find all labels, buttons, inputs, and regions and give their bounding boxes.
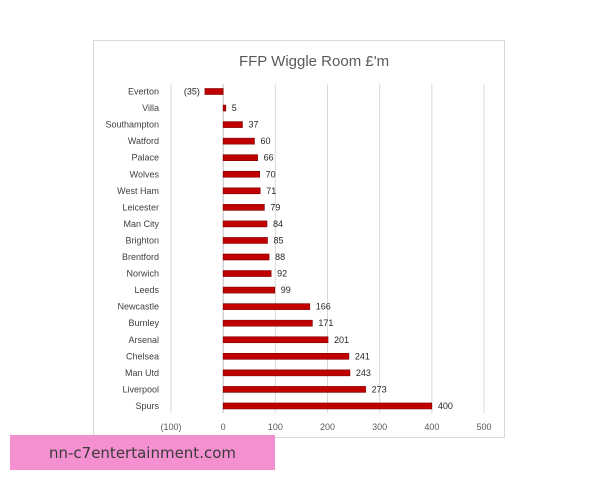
bar-liverpool: [222, 386, 366, 393]
x-tick-label: 100: [268, 422, 283, 432]
x-tick-label: 200: [320, 422, 335, 432]
bar-southampton: [222, 121, 243, 128]
data-label: 88: [275, 252, 285, 262]
watermark-text: nn-c7entertainment.com: [48, 443, 236, 462]
data-label: 273: [372, 384, 387, 394]
data-label: 241: [355, 351, 370, 361]
bar-palace: [222, 154, 258, 161]
category-label: Norwich: [126, 269, 159, 279]
data-label: 5: [232, 103, 237, 113]
bar-newcastle: [222, 303, 311, 310]
category-label: Man City: [123, 219, 159, 229]
data-label: 37: [248, 120, 258, 130]
data-label: 400: [438, 401, 453, 411]
x-tick-label: 300: [372, 422, 387, 432]
category-label: Newcastle: [117, 302, 159, 312]
category-label: Liverpool: [122, 384, 159, 394]
category-label: Wolves: [130, 169, 160, 179]
bar-villa: [222, 104, 227, 112]
category-label: Arsenal: [128, 335, 159, 345]
data-label: (35): [184, 87, 200, 97]
bar-brentford: [222, 253, 270, 261]
category-label: Spurs: [135, 401, 159, 411]
category-label: Leicester: [122, 202, 159, 212]
data-label: 66: [264, 153, 274, 163]
data-label: 60: [260, 136, 270, 146]
data-label: 84: [273, 219, 283, 229]
data-label: 201: [334, 335, 349, 345]
data-label: 70: [266, 169, 276, 179]
bar-man-utd: [222, 369, 351, 377]
data-label: 71: [266, 186, 276, 196]
category-label: Chelsea: [126, 351, 159, 361]
data-label: 166: [316, 302, 331, 312]
bar-spurs: [222, 402, 433, 410]
x-tick-label: (100): [160, 422, 181, 432]
bar-chart: FFP Wiggle Room £'m (100) 0 100 200 300 400 50…: [105, 53, 491, 433]
category-label: Leeds: [134, 285, 159, 295]
bar-norwich: [222, 270, 272, 277]
category-label: Villa: [142, 103, 159, 113]
bar-arsenal: [222, 336, 329, 344]
category-label: Watford: [128, 136, 159, 146]
category-label: West Ham: [117, 186, 159, 196]
category-label: Brighton: [125, 235, 159, 245]
data-label: 79: [270, 202, 280, 212]
category-label: Man Utd: [125, 368, 159, 378]
bar-watford: [222, 137, 255, 145]
x-tick-label: 400: [424, 422, 439, 432]
chart-frame: FFP Wiggle Room £'m (100) 0 100 200 300 400 50…: [93, 40, 505, 438]
bars: [204, 88, 433, 410]
bar-brighton: [222, 237, 268, 244]
bar-chelsea: [222, 352, 350, 360]
category-label: Palace: [131, 153, 159, 163]
bar-leicester: [222, 204, 265, 211]
watermark-banner: nn-c7entertainment.com: [10, 435, 275, 470]
data-label: 243: [356, 368, 371, 378]
category-label: Burnley: [128, 318, 159, 328]
bar-leeds: [222, 286, 276, 294]
bar-burnley: [222, 319, 313, 327]
bar-everton: [204, 88, 224, 95]
data-label: 85: [274, 235, 284, 245]
data-label: 92: [277, 269, 287, 279]
labels: (100) 0 100 200 300 400 500 Everton (35) Villa 5 So…: [105, 87, 491, 433]
bar-west-ham: [222, 187, 261, 195]
x-tick-label: 500: [476, 422, 491, 432]
gridlines: [170, 84, 485, 413]
bar-man-city: [222, 220, 268, 228]
x-tick-label: 0: [221, 422, 226, 432]
category-label: Everton: [128, 87, 159, 97]
category-label: Brentford: [122, 252, 159, 262]
chart-title: FFP Wiggle Room £'m: [239, 53, 389, 70]
bar-wolves: [222, 170, 260, 178]
data-label: 171: [318, 318, 333, 328]
category-label: Southampton: [105, 120, 159, 130]
data-label: 99: [281, 285, 291, 295]
